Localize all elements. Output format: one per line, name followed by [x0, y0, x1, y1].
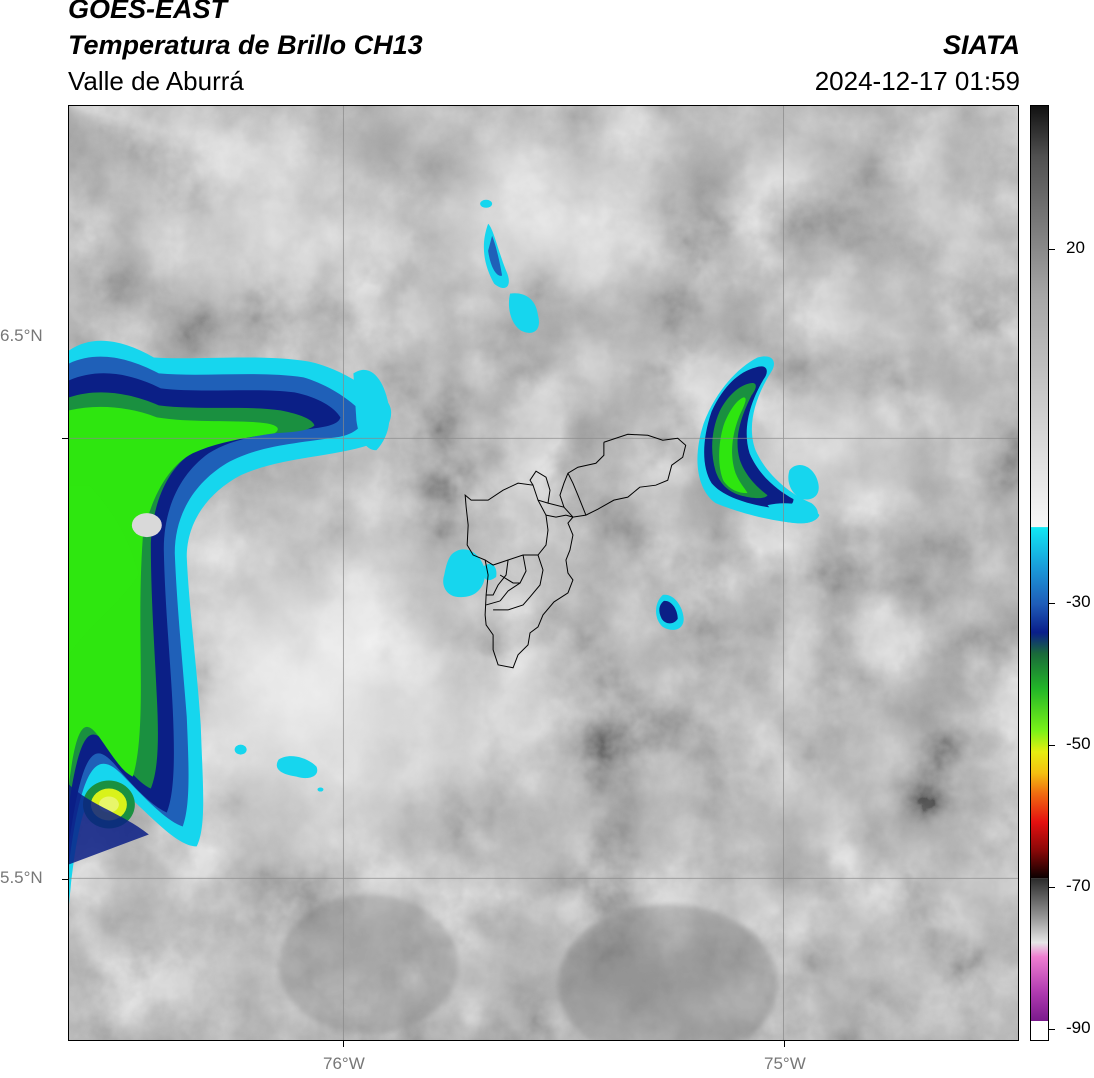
- boundary-line: [485, 600, 501, 606]
- boundary-line: [499, 554, 527, 602]
- datetime-label: 2024-12-17 01:59: [814, 66, 1020, 96]
- lat-label-6-5n: 6.5°N: [0, 326, 43, 345]
- region-subtitle: Valle de Aburrá: [68, 66, 244, 96]
- lat-tick: [62, 438, 68, 439]
- boundary-outline: [464, 433, 687, 669]
- lon-label-75w: 75°W: [764, 1054, 806, 1073]
- boundary-line: [499, 574, 521, 584]
- colorbar-label-minus50: -50: [1066, 734, 1091, 753]
- lon-tick: [784, 1041, 785, 1047]
- colorbar-label-minus30: -30: [1066, 592, 1091, 611]
- colorbar-label-minus70: -70: [1066, 876, 1091, 895]
- boundary-line: [486, 559, 509, 596]
- boundary-line: [545, 514, 574, 518]
- graticule: [69, 106, 1018, 1040]
- satellite-title: GOES-EAST: [68, 0, 228, 24]
- cold-shadow: [278, 894, 459, 1035]
- satellite-map[interactable]: [68, 105, 1019, 1041]
- colorbar-tick: [1049, 1029, 1055, 1030]
- boundary-line: [567, 472, 587, 516]
- colorbar-label-20: 20: [1066, 238, 1085, 257]
- convective-system-east: [697, 356, 820, 524]
- convective-system-west: [69, 340, 392, 905]
- warm-region-glow: [388, 115, 708, 336]
- map-canvas[interactable]: [69, 106, 1018, 1040]
- small-convective-cells: [234, 199, 684, 792]
- product-title: Temperatura de Brillo CH13: [68, 30, 423, 60]
- cold-shadow: [558, 904, 778, 1040]
- boundary-line: [493, 554, 544, 611]
- lon-tick: [343, 1041, 344, 1047]
- warm-region-glow: [118, 106, 419, 346]
- colorbar-label-minus90: -90: [1066, 1018, 1091, 1037]
- lon-label-76w: 76°W: [323, 1054, 365, 1073]
- organization-label: SIATA: [943, 30, 1020, 60]
- colorbar-tick: [1049, 887, 1055, 888]
- colorbar: [1030, 105, 1049, 1041]
- colorbar-tick: [1049, 603, 1055, 604]
- colorbar-tick: [1049, 745, 1055, 746]
- valle-aburra-boundaries: [464, 433, 687, 669]
- boundary-line: [529, 470, 551, 504]
- colorbar-gradient: [1031, 106, 1048, 1040]
- lat-tick: [62, 879, 68, 880]
- lat-label-5-5n: 5.5°N: [0, 868, 43, 887]
- boundary-line: [559, 442, 605, 508]
- colorbar-tick: [1049, 249, 1055, 250]
